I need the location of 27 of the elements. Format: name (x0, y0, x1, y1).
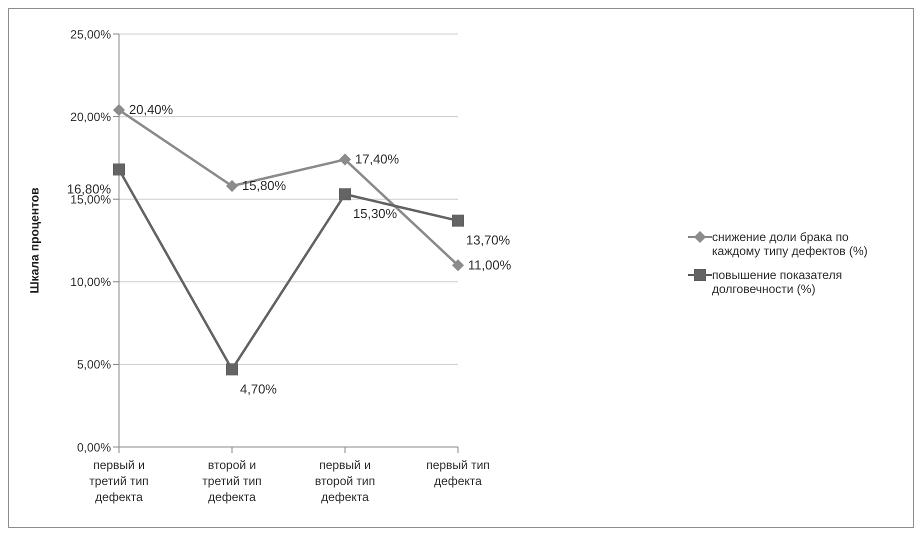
point (226, 363, 238, 376)
legend-label: повышение показателя долговечности (%) (712, 268, 844, 296)
y-axis-title: Шкала процентов (27, 187, 42, 294)
data-label: 17,40% (355, 152, 400, 167)
y-tick-label: 5,00% (76, 358, 112, 372)
data-label: 13,70% (466, 232, 511, 248)
point (452, 259, 464, 272)
data-label: 20,40% (129, 102, 174, 117)
x-tick-label: первый и третий тип дефекта (89, 458, 149, 504)
x-tick-label: первый тип дефекта (426, 458, 490, 488)
y-tick-label: 0,00% (76, 440, 112, 454)
data-label: 15,30% (353, 206, 398, 222)
point (226, 180, 238, 192)
x-tick-label: второй и третий тип дефекта (202, 458, 262, 504)
y-tick-label: 10,00% (70, 275, 112, 290)
data-label: 11,00% (468, 257, 512, 272)
point (339, 154, 351, 166)
point (113, 104, 125, 116)
y-tick-label: 25,00% (70, 27, 112, 42)
data-label: 4,70% (240, 381, 278, 396)
data-label: 15,80% (242, 178, 287, 193)
legend-label: снижение доли брака по каждому типу дефектов (%) (712, 230, 869, 258)
point (452, 214, 464, 227)
y-tick-label: 20,00% (70, 110, 112, 124)
point (339, 188, 351, 200)
x-tick-label: первый и второй тип дефекта (314, 458, 376, 504)
point (113, 163, 125, 176)
